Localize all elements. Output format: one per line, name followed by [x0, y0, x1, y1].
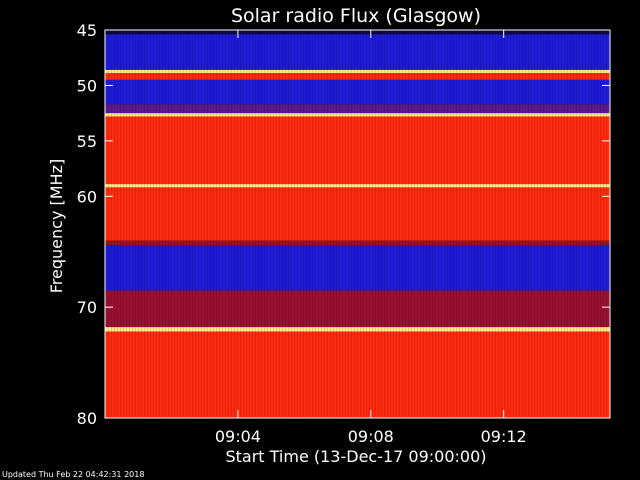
x-tick-label: 09:12 — [481, 427, 527, 446]
y-tick-label: 80 — [77, 409, 97, 428]
y-axis: 45 50 55 60 70 80 — [77, 21, 610, 428]
y-tick-label: 50 — [77, 76, 97, 95]
y-tick-label: 45 — [77, 21, 97, 40]
x-tick-label: 09:04 — [215, 427, 261, 446]
noise-texture — [105, 30, 610, 418]
updated-timestamp: Updated Thu Feb 22 04:42:31 2018 — [2, 470, 145, 479]
plot-frame — [104, 29, 611, 419]
y-tick-label: 60 — [77, 187, 97, 206]
y-tick-label: 70 — [77, 298, 97, 317]
plot-area — [105, 30, 610, 418]
x-axis: 09:04 09:08 09:12 — [215, 30, 527, 446]
y-axis-label: Frequency [MHz] — [47, 159, 66, 293]
x-axis-label: Start Time (13-Dec-17 09:00:00) — [225, 447, 486, 466]
x-tick-label: 09:08 — [348, 427, 394, 446]
chart-title: Solar radio Flux (Glasgow) — [231, 5, 481, 27]
y-tick-label: 55 — [77, 132, 97, 151]
